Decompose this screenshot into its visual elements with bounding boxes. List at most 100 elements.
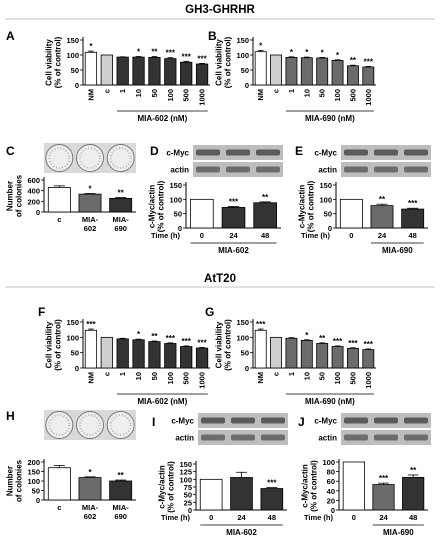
significance-label: ***: [408, 199, 418, 208]
x-tick-label: 0: [209, 513, 213, 522]
blot-band: [261, 417, 285, 424]
bar: [132, 56, 145, 86]
bar: [270, 54, 282, 86]
blot-band: [256, 166, 280, 173]
bar: [148, 57, 161, 86]
western-blot-image: c-Myc actin: [171, 413, 288, 445]
y-tick-label: 25: [184, 498, 192, 507]
colony-texture: [109, 414, 132, 436]
x-tick-label: c: [57, 215, 61, 224]
significance-label: **: [118, 189, 125, 198]
x-tick-label: MIA-: [82, 503, 99, 512]
significance-label: *: [305, 331, 309, 340]
x-tick-label: 10: [134, 372, 143, 380]
bar: [195, 63, 209, 86]
bar: [195, 347, 209, 369]
x-axis-prefix: Time (h): [301, 231, 331, 240]
y-axis-label: Number of colonies: [6, 459, 24, 502]
bar: [116, 338, 129, 369]
y-tick-label: 150: [66, 318, 79, 327]
significance-label: *: [89, 42, 93, 51]
x-tick-label: 602: [84, 512, 97, 521]
y-tick-label: 100: [27, 477, 40, 486]
y-tick-label: 20: [327, 496, 335, 505]
y-tick-label: 100: [66, 333, 79, 342]
y-tick-label: 150: [169, 181, 182, 190]
y-tick-label: 125: [179, 468, 192, 477]
y-tick-label: 100: [236, 51, 249, 60]
y-tick-label: 0: [75, 364, 79, 373]
y-tick-label: 0: [245, 364, 249, 373]
blot-band: [344, 417, 368, 424]
blot-band: [374, 149, 398, 156]
y-axis-label: Cell viability (% of control): [215, 36, 233, 88]
bar: [78, 477, 102, 501]
x-tick-label: 10: [134, 89, 143, 97]
y-axis-label-line: Cell viability: [45, 321, 54, 368]
y-tick-label: 0: [75, 81, 79, 90]
x-tick-label: 24: [237, 513, 246, 522]
y-tick-label: 150: [66, 36, 79, 45]
x-tick-label: NM: [256, 89, 265, 101]
significance-label: ***: [379, 474, 389, 483]
blot-label: actin: [175, 434, 194, 443]
panel-letter: I: [152, 415, 155, 429]
bar: [253, 202, 277, 229]
panel-letter: E: [295, 144, 303, 158]
x-tick-label: 1: [287, 372, 296, 376]
bar: [100, 54, 113, 86]
x-tick-label: NM: [86, 89, 95, 101]
bar: [84, 329, 98, 369]
bar: [339, 198, 363, 229]
x-tick-label: 500: [182, 372, 191, 385]
y-axis-label-line: (% of control): [224, 36, 233, 88]
y-tick-label: 50: [184, 491, 192, 500]
bar: [84, 51, 98, 86]
western-blot-image: c-Myc actin: [314, 413, 431, 445]
bar: [300, 57, 313, 86]
bar: [347, 347, 359, 369]
bar: [116, 56, 129, 86]
y-axis-label-line: (% of control): [310, 460, 319, 512]
y-axis-label: c-Myc/actin (% of control): [301, 460, 319, 512]
y-axis-label-line: of colonies: [15, 459, 24, 502]
bar: [100, 336, 113, 369]
y-axis-label: Cell viability (% of control): [215, 319, 233, 371]
panel-letter: A: [6, 29, 15, 43]
bar: [47, 467, 71, 501]
x-tick-label: 50: [150, 372, 159, 380]
significance-label: *: [321, 48, 325, 57]
blot-band: [374, 417, 398, 424]
y-axis-label-line: c-Myc/actin: [301, 464, 310, 508]
bar: [402, 476, 425, 511]
significance-label: *: [305, 48, 309, 57]
blot-band: [261, 434, 285, 441]
blot-label: c-Myc: [166, 149, 189, 158]
colony-texture: [48, 414, 71, 436]
y-axis-label-line: Cell viability: [45, 39, 54, 86]
x-tick-label: 0: [200, 231, 204, 240]
bar: [180, 346, 193, 369]
bar: [362, 66, 375, 86]
x-tick-label: c: [102, 372, 111, 376]
y-tick-label: 50: [241, 349, 249, 358]
y-tick-label: 600: [27, 176, 40, 185]
y-axis-label-line: (% of control): [307, 180, 316, 232]
blot-label: c-Myc: [314, 149, 337, 158]
bar: [254, 329, 267, 369]
x-tick-label: NM: [256, 372, 265, 384]
bar: [109, 197, 133, 213]
blot-band: [344, 434, 368, 441]
y-tick-label: 0: [245, 81, 249, 90]
blot-band: [256, 149, 280, 156]
y-axis-label-line: c-Myc/actin: [298, 185, 307, 229]
colony-texture: [48, 147, 71, 169]
y-tick-label: 100: [236, 333, 249, 342]
x-tick-label: 500: [182, 89, 191, 102]
significance-label: **: [379, 195, 386, 204]
significance-label: ***: [348, 339, 358, 348]
y-tick-label: 150: [236, 318, 249, 327]
